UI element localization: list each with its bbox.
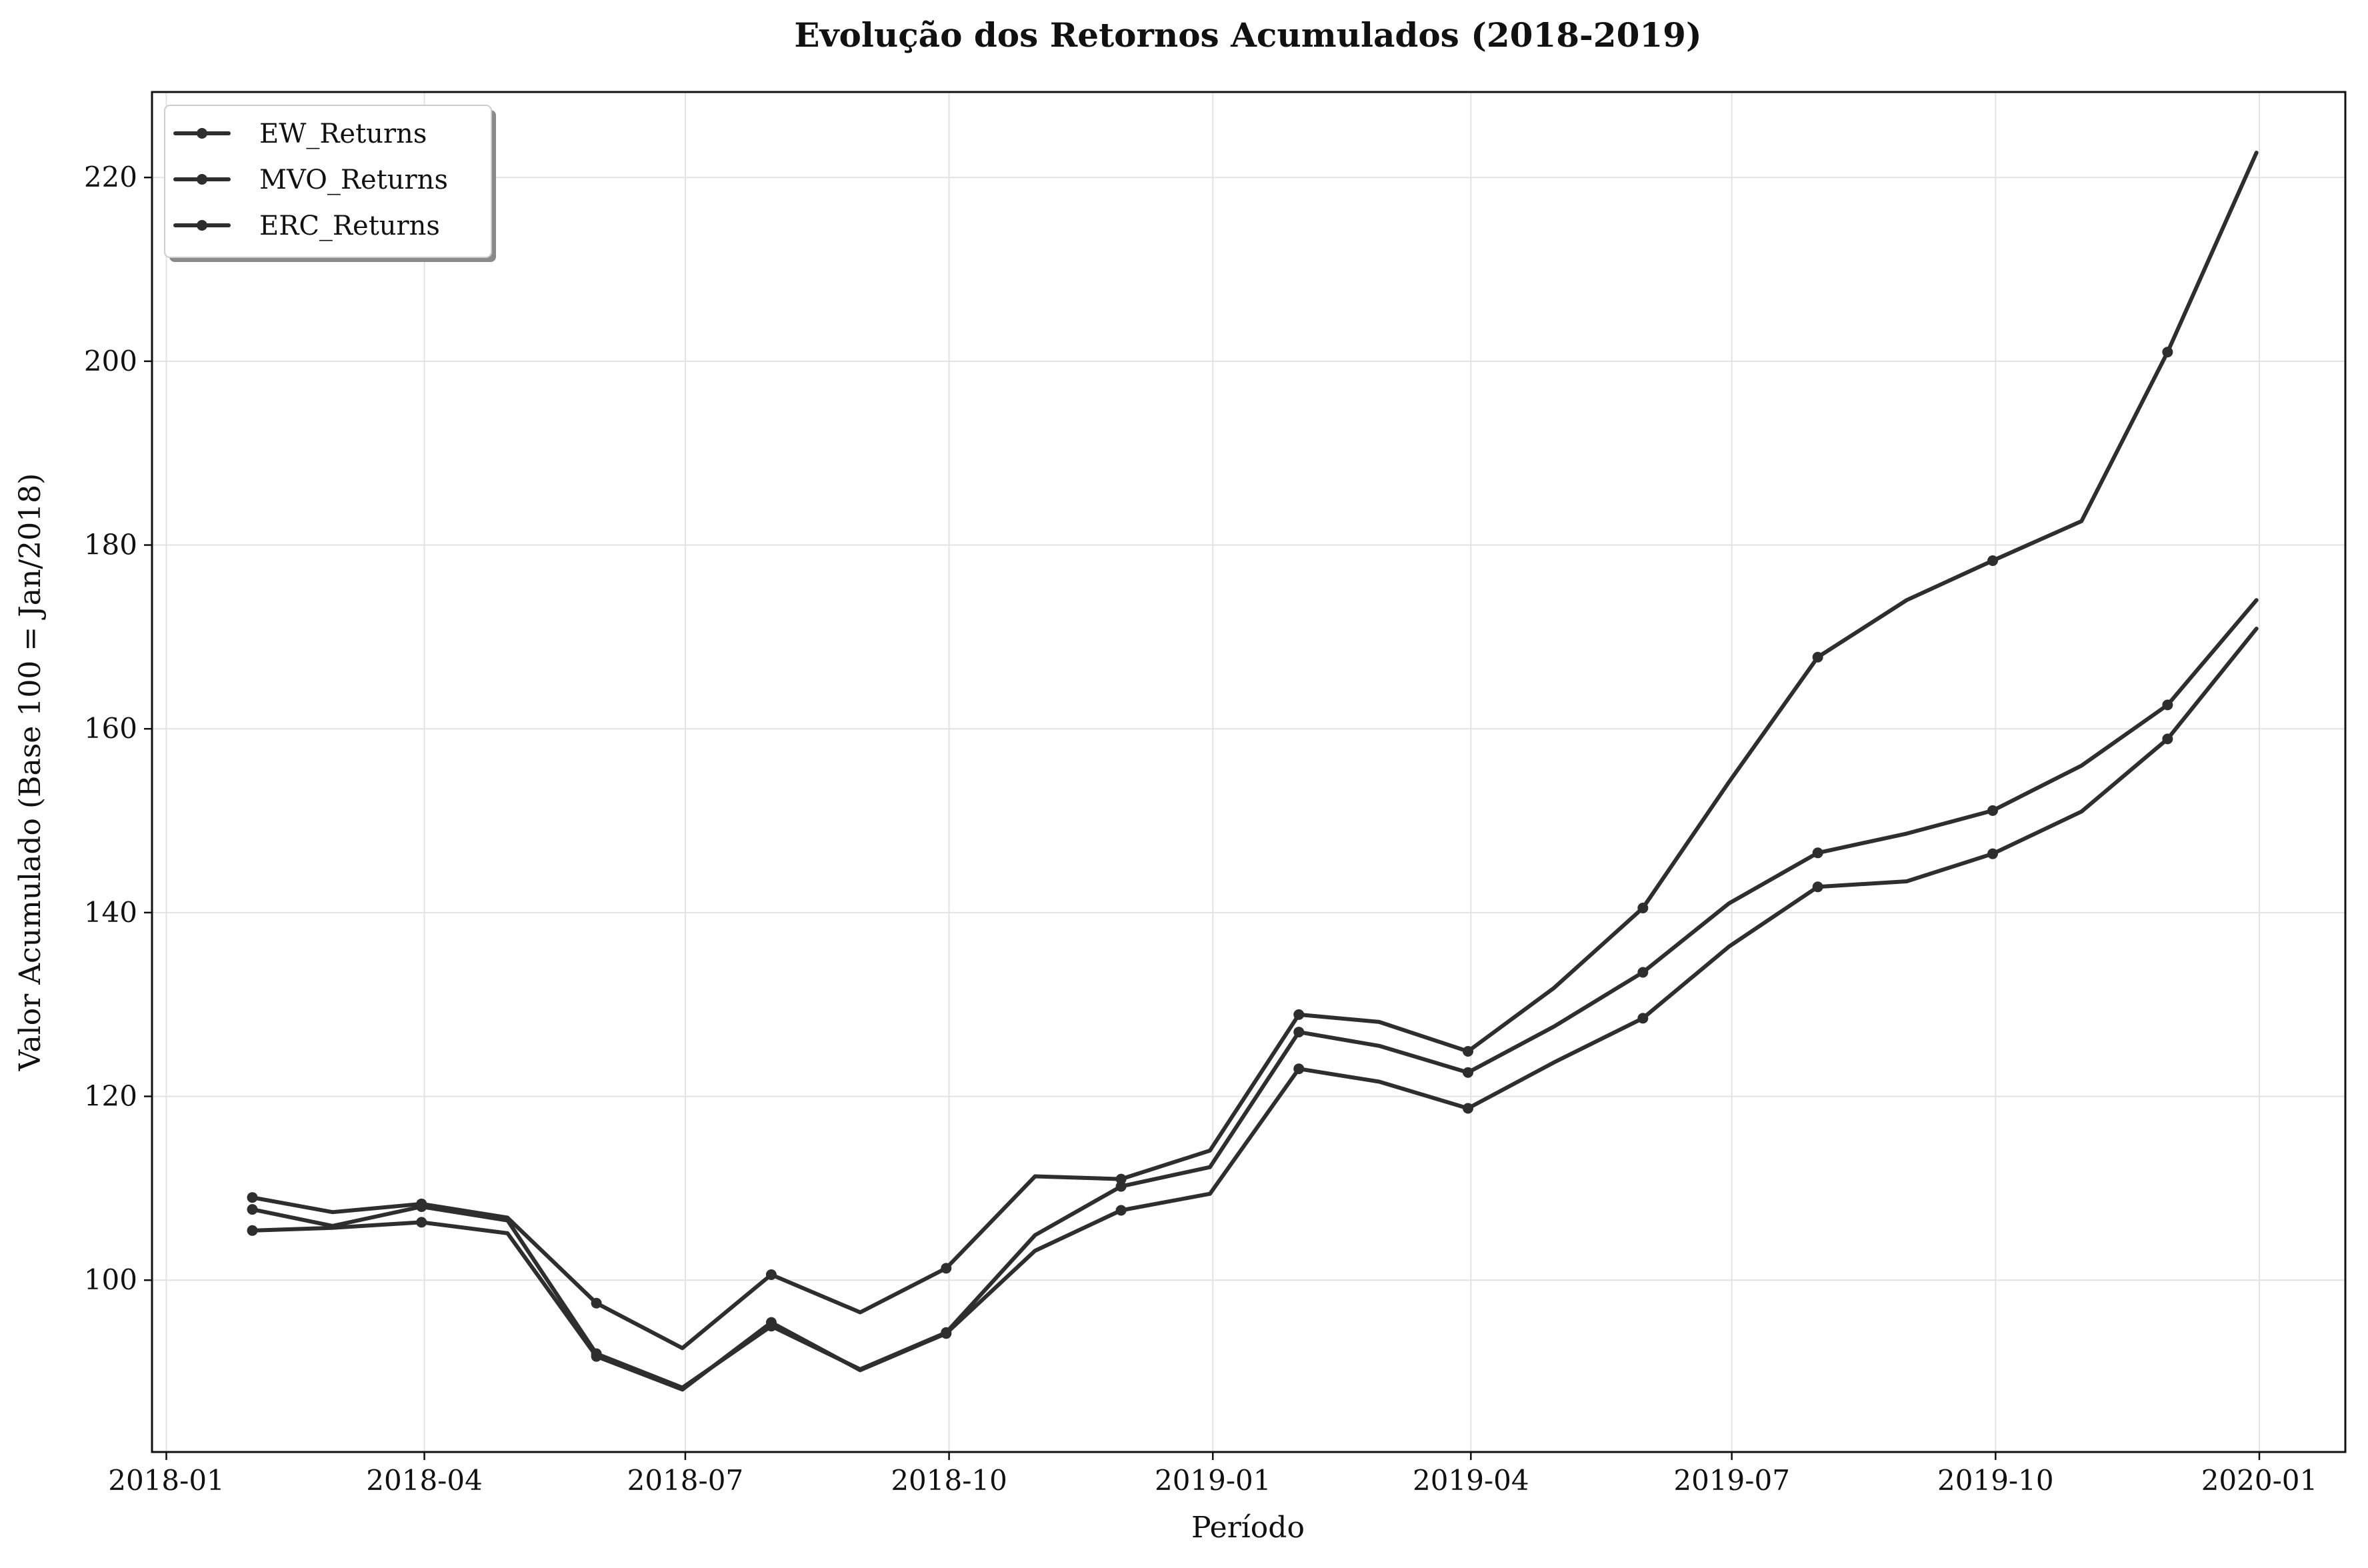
data-point-ew-returns — [1463, 1067, 1473, 1078]
series-line-mvo-returns — [250, 151, 2259, 1351]
data-point-erc-returns — [1812, 881, 1823, 893]
legend-label-mvo-returns: MVO_Returns — [259, 165, 448, 195]
plot-area-frame — [151, 91, 2347, 1453]
x-tick-label: 2018-10 — [891, 1464, 1007, 1497]
data-point-mvo-returns — [416, 1198, 427, 1209]
legend-box — [164, 105, 492, 258]
data-point-mvo-returns — [247, 1192, 258, 1203]
legend: EW_Returns MVO_Returns ERC_Returns — [164, 105, 496, 262]
data-point-mvo-returns — [1115, 1173, 1127, 1185]
y-axis-label: Valor Acumulado (Base 100 = Jan/2018) — [13, 473, 47, 1072]
legend-marker-erc-returns — [197, 220, 207, 231]
x-tick-label: 2019-07 — [1673, 1464, 1790, 1497]
x-axis-ticks: 2018-01 2018-04 2018-07 2018-10 2019-01 2019-… — [108, 1452, 2317, 1497]
data-point-erc-returns — [1115, 1205, 1127, 1216]
y-tick-label: 180 — [84, 529, 137, 561]
data-point-erc-returns — [247, 1225, 258, 1236]
data-point-ew-returns — [1812, 847, 1823, 859]
y-tick-label: 160 — [84, 712, 137, 745]
x-tick-label: 2019-01 — [1155, 1464, 1271, 1497]
data-point-ew-returns — [1637, 967, 1649, 978]
series-mvo-returns — [247, 151, 2259, 1351]
legend-label-erc-returns: ERC_Returns — [259, 211, 440, 241]
legend-marker-ew-returns — [197, 128, 207, 139]
data-point-mvo-returns — [1637, 903, 1649, 913]
y-tick-label: 220 — [84, 161, 137, 193]
data-point-ew-returns — [1987, 805, 1999, 816]
data-point-erc-returns — [1987, 848, 1999, 859]
data-point-mvo-returns — [1812, 651, 1823, 663]
series-erc-returns — [247, 627, 2259, 1392]
data-point-erc-returns — [2162, 733, 2173, 745]
x-tick-label: 2019-04 — [1413, 1464, 1529, 1497]
data-point-mvo-returns — [1463, 1046, 1473, 1057]
x-axis-label: Período — [1191, 1511, 1305, 1545]
data-point-ew-returns — [2162, 699, 2173, 711]
data-point-mvo-returns — [1293, 1009, 1305, 1020]
x-tick-label: 2020-01 — [2201, 1464, 2318, 1497]
data-point-mvo-returns — [591, 1297, 602, 1309]
data-point-erc-returns — [941, 1328, 952, 1339]
data-point-erc-returns — [765, 1317, 777, 1328]
data-point-erc-returns — [416, 1217, 427, 1228]
x-tick-label: 2018-04 — [366, 1464, 483, 1497]
data-point-mvo-returns — [765, 1269, 777, 1280]
x-tick-label: 2018-01 — [108, 1464, 225, 1497]
x-tick-label: 2019-10 — [1937, 1464, 2054, 1497]
grid — [152, 92, 2345, 1452]
data-point-ew-returns — [1115, 1181, 1127, 1192]
legend-marker-mvo-returns — [197, 174, 207, 185]
data-point-ew-returns — [247, 1204, 258, 1215]
data-point-mvo-returns — [941, 1263, 952, 1274]
data-point-erc-returns — [1637, 1013, 1649, 1024]
data-point-erc-returns — [591, 1351, 602, 1362]
data-point-mvo-returns — [1987, 555, 1999, 566]
y-tick-label: 100 — [84, 1263, 137, 1296]
data-point-erc-returns — [1293, 1063, 1305, 1075]
y-tick-label: 200 — [84, 345, 137, 377]
y-axis-ticks: 100 120 140 160 180 200 220 — [84, 161, 152, 1296]
chart-title: Evolução dos Retornos Acumulados (2018-2… — [794, 15, 1701, 55]
y-tick-label: 140 — [84, 896, 137, 929]
y-tick-label: 120 — [84, 1080, 137, 1113]
series-line-ew-returns — [250, 598, 2259, 1390]
data-point-erc-returns — [1463, 1103, 1473, 1114]
series-line-erc-returns — [250, 627, 2259, 1392]
series-lines — [247, 151, 2259, 1392]
data-point-ew-returns — [1293, 1027, 1305, 1038]
data-point-mvo-returns — [2162, 347, 2173, 358]
legend-label-ew-returns: EW_Returns — [259, 119, 427, 149]
x-tick-label: 2018-07 — [627, 1464, 744, 1497]
